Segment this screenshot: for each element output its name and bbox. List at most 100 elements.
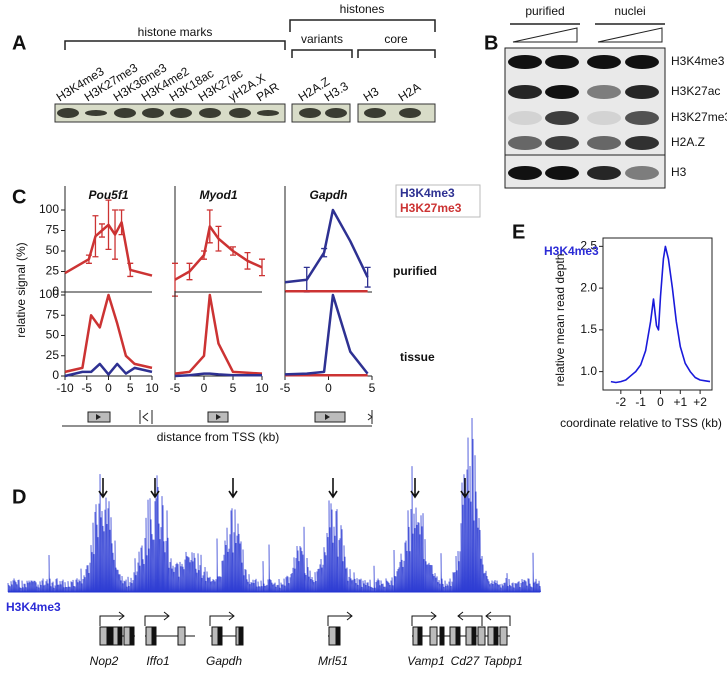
series-line: [174, 225, 263, 281]
tss-arrow: [99, 611, 125, 626]
error-bar: [321, 247, 328, 258]
y-tick-label: 75: [46, 223, 60, 237]
panel-label: B: [484, 32, 498, 54]
strand-arrow: [96, 414, 101, 420]
signal-track: [7, 418, 541, 593]
error-bar: [259, 258, 265, 277]
peak-arrow: [228, 478, 238, 499]
strand-arrow: [216, 414, 221, 420]
x-tick-label: 10: [145, 381, 159, 395]
band: [545, 166, 579, 180]
bracket: [289, 19, 436, 32]
row-label: H3K4me3: [671, 54, 725, 68]
panel-label: E: [512, 221, 525, 243]
error-bar: [92, 215, 99, 258]
exon: [151, 626, 157, 646]
exon: [455, 626, 461, 646]
peak-arrow: [150, 478, 160, 499]
exon: [429, 626, 438, 646]
x-tick-label: 0: [201, 381, 208, 395]
x-tick-label: 10: [255, 381, 269, 395]
band: [114, 108, 136, 118]
band: [508, 166, 542, 180]
error-bar: [364, 266, 371, 288]
gene-name: Nop2: [90, 654, 119, 668]
band: [587, 55, 621, 69]
group-header: variants: [301, 32, 343, 46]
exon: [177, 626, 186, 646]
y-axis-label: relative mean read depth: [553, 254, 567, 387]
band: [199, 108, 221, 118]
y-tick-label: 50: [46, 243, 60, 257]
x-tick-label: 5: [369, 381, 376, 395]
x-tick-label: -1: [635, 395, 646, 409]
band: [625, 166, 659, 180]
exon: [417, 626, 423, 646]
gene-name: Tapbp1: [483, 654, 523, 668]
band: [142, 108, 164, 118]
error-bar: [112, 209, 119, 260]
band: [625, 111, 659, 125]
error-bar: [118, 209, 125, 236]
error-bar: [206, 209, 213, 244]
exon: [477, 626, 486, 646]
band: [364, 108, 386, 118]
row-label: tissue: [400, 350, 435, 364]
row-label: H3K27me3: [671, 110, 727, 124]
error-bar: [186, 262, 193, 281]
x-tick-label: -2: [616, 395, 627, 409]
gene-name: Mrl51: [318, 654, 348, 668]
band: [587, 166, 621, 180]
lane-label: H3: [361, 84, 382, 104]
tss-arrow: [144, 611, 170, 626]
y-tick-label: 2.5: [580, 239, 597, 253]
group-header: histones: [340, 2, 385, 16]
band: [57, 108, 79, 118]
y-tick-label: 100: [39, 287, 59, 301]
row-label: H2A.Z: [671, 135, 705, 149]
series-line: [610, 245, 711, 384]
error-bar: [215, 225, 222, 252]
y-tick-label: 75: [46, 307, 60, 321]
error-bar: [127, 262, 134, 278]
band: [625, 85, 659, 99]
bracket: [357, 49, 436, 58]
band: [299, 108, 321, 118]
error-bar: [98, 223, 105, 238]
condition: nuclei: [614, 4, 645, 18]
peak-arrow: [98, 478, 108, 499]
y-tick-label: 0: [52, 284, 59, 298]
gene-title: Myod1: [199, 188, 237, 202]
band: [325, 108, 347, 118]
y-tick-label: 25: [46, 264, 60, 278]
y-tick-label: 100: [39, 202, 59, 216]
tss-arrow: [327, 611, 353, 626]
series-line: [284, 208, 369, 284]
chart-title: H3K4me3: [544, 244, 599, 258]
error-bar: [105, 199, 112, 251]
bracket: [64, 40, 286, 50]
y-tick-label: 1.0: [580, 364, 597, 378]
x-tick-label: -5: [81, 381, 92, 395]
wedge: [512, 27, 663, 43]
gene-models: Nop2 Iffo1 Gapdh Mrl51 Vamp1 Cd27 Tapbp1: [90, 611, 523, 668]
y-axis-label: relative signal (%): [14, 242, 28, 337]
tss-arrow: [209, 611, 235, 626]
strand-arrow: [325, 414, 330, 420]
series-line: [64, 293, 153, 374]
group-header: core: [384, 32, 408, 46]
exon: [129, 626, 135, 646]
bracket: [291, 49, 353, 58]
row-label: H3: [671, 165, 687, 179]
locus-end: [139, 410, 373, 424]
peak-arrow: [460, 478, 470, 499]
band: [545, 85, 579, 99]
series-line: [174, 293, 263, 375]
gene-name: Iffo1: [146, 654, 169, 668]
band: [545, 136, 579, 150]
group-header: histone marks: [138, 25, 213, 39]
band: [587, 85, 621, 99]
gene-title: Gapdh: [310, 188, 348, 202]
gene-diagrams: [87, 410, 373, 424]
panel-label: C: [12, 186, 26, 208]
